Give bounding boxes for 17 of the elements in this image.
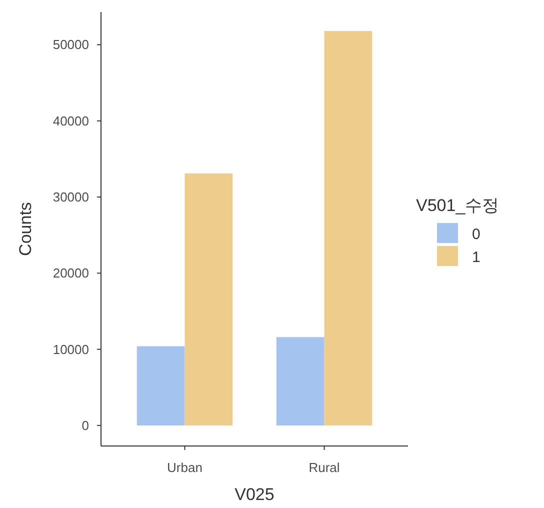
y-tick-label: 50000: [52, 37, 89, 52]
bar: [324, 31, 372, 426]
y-axis-title: Counts: [16, 202, 35, 256]
y-tick-label: 30000: [52, 190, 89, 205]
legend-label: 0: [472, 226, 480, 243]
y-tick-label: 40000: [52, 113, 89, 128]
y-tick-label: 20000: [52, 266, 89, 281]
bar: [136, 346, 185, 426]
x-tick-label: Urban: [167, 460, 202, 475]
bar: [276, 337, 324, 426]
legend-label: 1: [472, 249, 480, 266]
bar: [184, 173, 233, 426]
x-tick-label: Rural: [308, 460, 340, 475]
y-tick-label: 0: [82, 418, 89, 433]
legend-title: V501_수정: [416, 196, 500, 215]
x-axis-title: V025: [234, 485, 274, 504]
y-tick-label: 10000: [52, 342, 89, 357]
